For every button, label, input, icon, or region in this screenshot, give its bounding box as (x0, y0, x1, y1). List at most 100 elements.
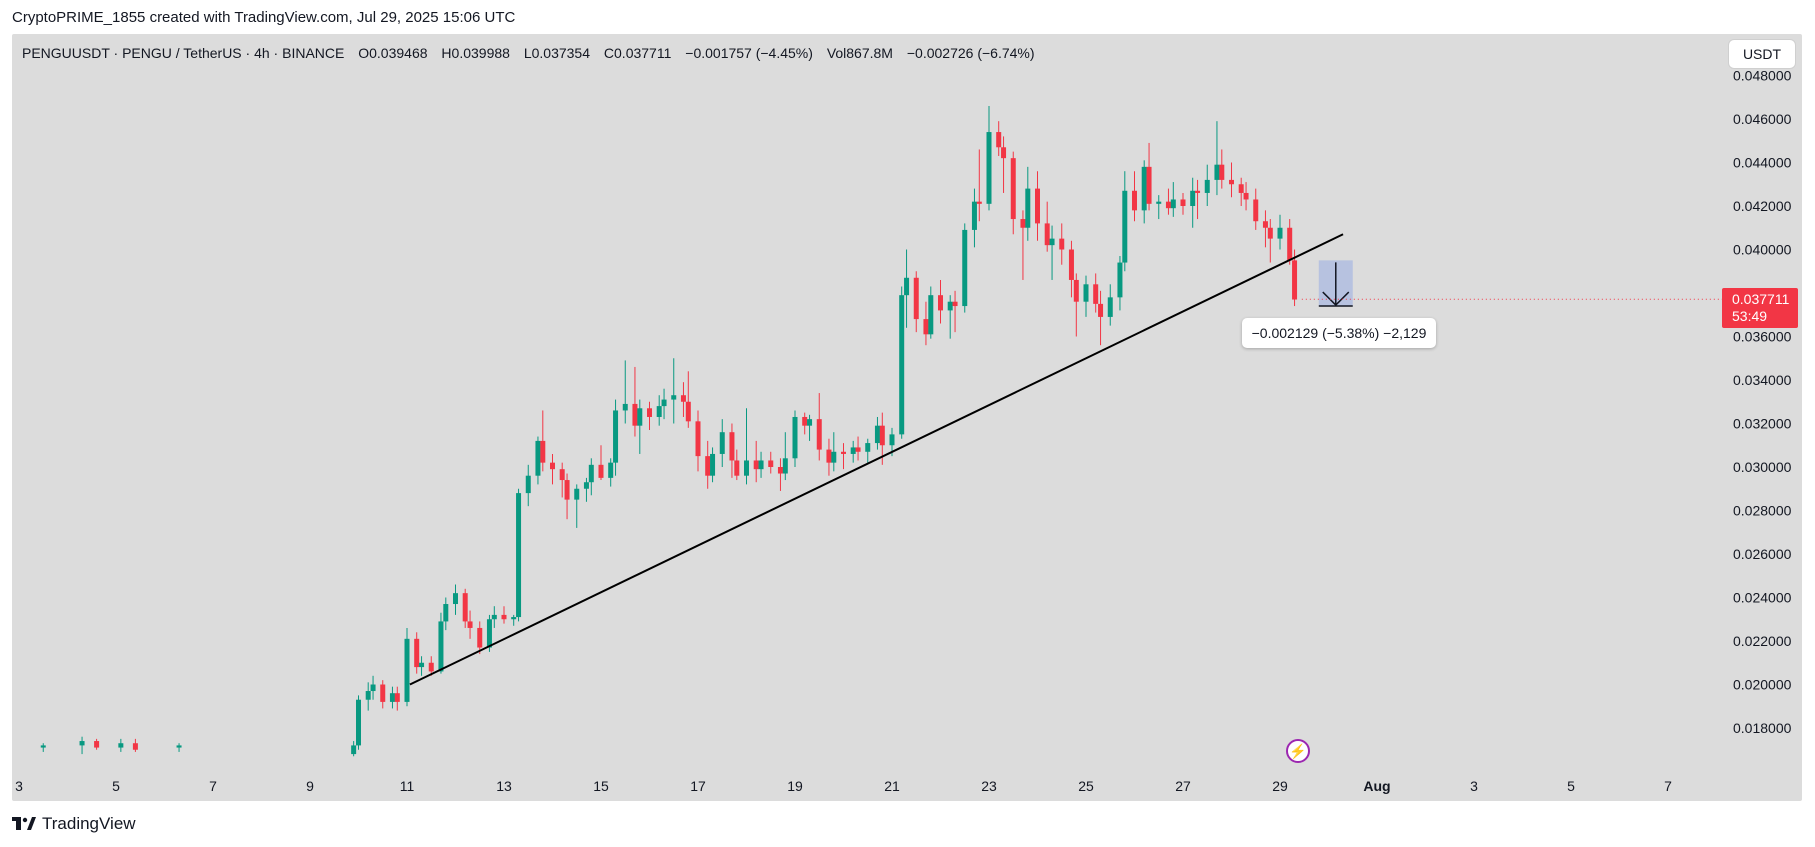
candle-body (705, 456, 711, 476)
candle-body (1025, 188, 1031, 228)
candle-body (841, 451, 846, 454)
candle-body (1083, 284, 1089, 302)
candle-body (1214, 164, 1220, 180)
candle-body (1267, 227, 1273, 239)
candle-body (1020, 219, 1026, 228)
candle-body (685, 401, 691, 422)
candle-body (370, 684, 376, 692)
candle-body (850, 447, 856, 454)
support-trendline (409, 233, 1344, 686)
candle-body (535, 440, 541, 476)
candle-body (608, 462, 614, 478)
candle-body (404, 638, 410, 702)
candle-body (438, 621, 444, 672)
candle-body (782, 458, 788, 474)
candle-body (414, 638, 420, 668)
candle-body (559, 469, 565, 481)
x-tick-label: 17 (690, 778, 706, 794)
candle-body (874, 425, 880, 444)
y-tick-label: 0.020000 (1733, 677, 1792, 693)
candle-body (118, 743, 124, 748)
candle-body (1204, 179, 1210, 193)
candle-body (1010, 158, 1016, 220)
candle-body (719, 432, 725, 454)
x-tick-label: 13 (496, 778, 512, 794)
x-tick-label: 23 (981, 778, 997, 794)
candle-body (564, 480, 570, 500)
candle-body (753, 460, 759, 470)
candle-body (501, 614, 507, 620)
candle-body (996, 132, 1002, 148)
candle-body (986, 132, 992, 204)
candle-body (1262, 221, 1268, 228)
y-tick-label: 0.018000 (1733, 720, 1792, 736)
candle-body (1068, 249, 1074, 280)
candle-body (583, 482, 589, 489)
candle-body (807, 419, 813, 426)
legend-change: −0.001757 (−4.45%) (685, 45, 813, 61)
candle-body (453, 593, 458, 605)
candle-body (1117, 262, 1123, 298)
y-tick-label: 0.022000 (1733, 633, 1792, 649)
y-tick-label: 0.036000 (1733, 329, 1792, 345)
x-tick-label: 7 (1664, 778, 1672, 794)
candle-body (865, 443, 871, 452)
candle-body (132, 743, 138, 750)
lightning-icon[interactable]: ⚡ (1286, 739, 1310, 763)
candle-body (826, 449, 832, 463)
candle-body (952, 301, 958, 307)
candle-body (356, 699, 361, 746)
x-tick-label: 5 (1567, 778, 1575, 794)
legend-open: O0.039468 (358, 45, 428, 61)
candle-body (913, 277, 919, 320)
chart-panel[interactable] (12, 34, 1802, 801)
candle-body (1287, 227, 1293, 261)
x-tick-label: 27 (1175, 778, 1191, 794)
candle-body (1165, 201, 1171, 209)
candle-body (588, 464, 594, 483)
y-tick-label: 0.026000 (1733, 546, 1792, 562)
candle-body (1170, 199, 1176, 209)
y-tick-label: 0.042000 (1733, 198, 1792, 214)
legend-symbol[interactable]: PENGUUSDT · PENGU / TetherUS · 4h · BINA… (22, 45, 345, 61)
candles-group (40, 105, 1298, 757)
candle-body (962, 229, 968, 307)
x-tick-label: 25 (1078, 778, 1094, 794)
candle-body (1044, 223, 1050, 246)
y-tick-label: 0.032000 (1733, 416, 1792, 432)
candle-body (695, 421, 701, 457)
candle-body (758, 460, 764, 470)
y-tick-label: 0.044000 (1733, 155, 1792, 171)
x-tick-label: 21 (884, 778, 900, 794)
footer-brand[interactable]: TradingView (12, 814, 136, 834)
candle-body (744, 460, 749, 476)
y-tick-label: 0.024000 (1733, 590, 1792, 606)
candle-body (380, 684, 386, 702)
x-tick-label: 7 (209, 778, 217, 794)
x-tick-label: 15 (593, 778, 609, 794)
candle-body (831, 451, 837, 463)
tradingview-logo-icon (12, 817, 36, 830)
candle-body (1107, 297, 1113, 317)
candle-body (879, 425, 885, 446)
bar-countdown: 53:49 (1732, 308, 1768, 324)
candle-body (1059, 238, 1065, 250)
candle-body (613, 410, 619, 463)
candle-body (462, 593, 468, 622)
candle-body (777, 467, 783, 474)
legend-low: L0.037354 (523, 45, 591, 61)
last-price-tag: 0.037711 53:49 (1722, 288, 1798, 328)
candle-body (1035, 188, 1040, 224)
candle-body (511, 617, 517, 620)
currency-button[interactable]: USDT (1728, 39, 1796, 69)
candle-body (729, 432, 735, 461)
candle-body (971, 201, 977, 230)
candle-body (947, 301, 953, 311)
candle-body (394, 693, 400, 702)
candle-body (351, 745, 357, 755)
candle-body (889, 434, 895, 446)
candle-body (1001, 147, 1007, 159)
y-tick-label: 0.040000 (1733, 242, 1792, 258)
candle-body (550, 462, 555, 470)
